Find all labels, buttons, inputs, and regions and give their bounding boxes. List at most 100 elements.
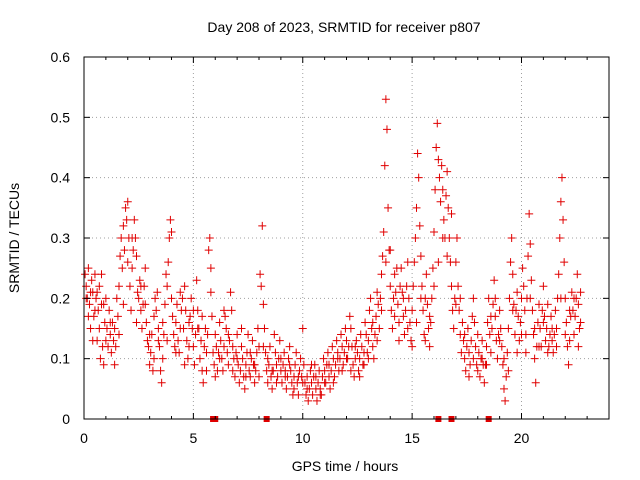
data-point [232, 348, 241, 357]
data-point [518, 264, 527, 273]
data-point [82, 282, 91, 291]
data-point [130, 215, 139, 224]
data-point [349, 360, 358, 369]
data-point [513, 348, 522, 357]
data-point [102, 324, 111, 333]
data-point [95, 324, 104, 333]
data-point [467, 336, 476, 345]
data-point [407, 336, 416, 345]
data-point [571, 312, 580, 321]
data-point [376, 294, 385, 303]
data-point [457, 348, 466, 357]
data-point [538, 306, 547, 315]
data-point [226, 288, 235, 297]
data-point [563, 342, 572, 351]
data-point [539, 282, 548, 291]
data-point [506, 258, 515, 267]
data-point [387, 306, 396, 315]
data-point [486, 348, 495, 357]
data-point [437, 161, 446, 170]
data-point [120, 246, 129, 255]
data-point [576, 318, 585, 327]
data-point [151, 294, 160, 303]
data-points [81, 95, 585, 405]
data-point [377, 306, 386, 315]
data-point [150, 354, 158, 363]
data-point [557, 173, 566, 182]
data-point [410, 258, 419, 267]
data-point [468, 312, 477, 321]
data-point [132, 252, 141, 261]
data-point [438, 234, 447, 242]
data-point [444, 203, 453, 212]
data-point [498, 360, 507, 369]
data-point [90, 306, 99, 315]
x-tick-label: 0 [80, 430, 88, 446]
data-point [409, 282, 418, 291]
data-point [500, 384, 508, 393]
data-point [295, 366, 304, 375]
data-point [284, 354, 293, 363]
data-point [554, 270, 563, 279]
data-point [451, 258, 460, 267]
data-point [156, 366, 165, 375]
data-point [237, 342, 246, 351]
data-point [271, 348, 280, 357]
data-point [438, 185, 447, 194]
data-point [574, 342, 583, 351]
data-point [426, 318, 435, 327]
data-point [551, 306, 560, 315]
data-point [273, 372, 282, 381]
data-point [221, 312, 230, 321]
data-point [234, 360, 243, 369]
data-point [435, 173, 444, 182]
data-point [443, 252, 452, 261]
data-point [465, 348, 473, 357]
data-point [200, 342, 209, 351]
data-point [575, 324, 584, 333]
data-point [303, 384, 312, 393]
data-point [374, 300, 383, 309]
data-point [375, 324, 384, 333]
data-point [153, 288, 162, 297]
data-point [364, 354, 373, 363]
data-point [342, 336, 351, 345]
data-point [198, 312, 207, 321]
data-point [326, 384, 335, 393]
data-point [251, 366, 260, 375]
data-point [362, 330, 371, 339]
data-point [150, 312, 158, 321]
data-point [473, 366, 482, 375]
data-point [261, 348, 270, 357]
data-point [212, 342, 221, 351]
data-point [494, 330, 503, 339]
data-point [294, 372, 303, 381]
chart-title: Day 208 of 2023, SRMTID for receiver p80… [207, 19, 480, 35]
data-point [570, 330, 578, 339]
data-point [106, 330, 115, 339]
data-point [413, 149, 422, 158]
data-point [449, 324, 458, 333]
data-point [292, 348, 301, 357]
data-point [552, 342, 561, 351]
data-point [248, 336, 257, 345]
data-point [419, 306, 428, 315]
data-point [158, 354, 167, 363]
data-point [412, 203, 421, 212]
data-point [505, 294, 514, 303]
data-point [171, 348, 180, 357]
x-tick-label: 15 [404, 430, 420, 446]
data-point [143, 336, 152, 345]
data-point [436, 197, 445, 206]
data-point [268, 384, 277, 393]
data-point [368, 342, 377, 351]
data-point [342, 354, 351, 363]
data-point [107, 348, 116, 357]
data-point [207, 312, 216, 321]
data-point [501, 396, 510, 405]
data-point [110, 324, 119, 333]
data-point [529, 330, 538, 339]
data-point [458, 318, 467, 327]
data-point [548, 336, 557, 345]
data-point [514, 312, 523, 321]
